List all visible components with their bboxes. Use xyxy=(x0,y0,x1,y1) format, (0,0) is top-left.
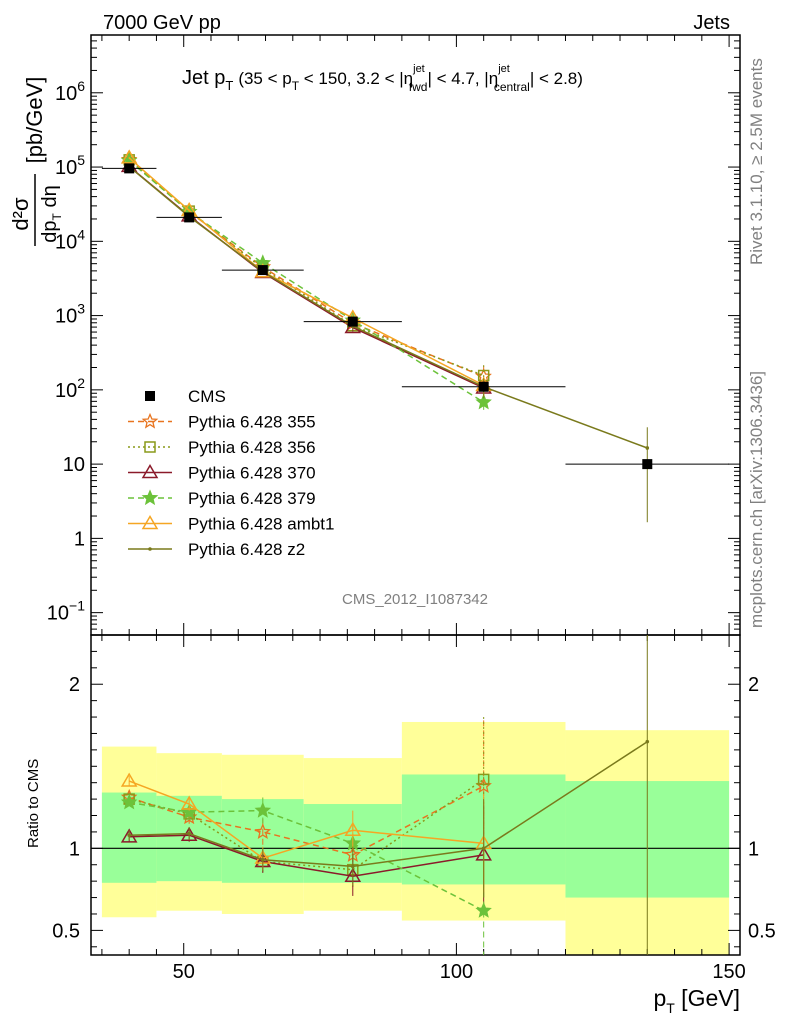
plot-title-main: Jet p xyxy=(182,67,225,89)
x-label-p: p xyxy=(653,985,666,1011)
plot-title-range-a-sub: T xyxy=(292,79,300,93)
marker-square-filled xyxy=(642,459,653,470)
header-jets: Jets xyxy=(693,12,730,34)
marker-star xyxy=(475,902,492,918)
y-axis-label-ratio: Ratio to CMS xyxy=(25,759,42,848)
legend-label: CMS xyxy=(188,387,226,406)
y-label-numerator: d²σ xyxy=(8,197,33,231)
marker-square xyxy=(144,441,156,453)
marker-star xyxy=(141,412,159,429)
x-tick-label: 50 xyxy=(173,961,195,983)
header-energy: 7000 GeV pp xyxy=(103,12,221,34)
marker-star xyxy=(120,793,138,810)
marker-square-filled xyxy=(124,163,135,174)
marker-dot xyxy=(645,446,650,450)
y-label-denominator: dpT dη xyxy=(39,185,64,242)
series-line-ratio xyxy=(128,785,485,856)
y-tick-label-main: 104 xyxy=(55,226,85,253)
legend-label: Pythia 6.428 355 xyxy=(188,413,316,432)
marker-dot xyxy=(481,846,486,851)
marker-star xyxy=(254,823,272,839)
legend-label: Pythia 6.428 356 xyxy=(188,438,316,457)
plot-title-range-a: (35 < p xyxy=(238,69,291,88)
marker-square-filled xyxy=(257,265,268,276)
marker-dot xyxy=(127,833,131,838)
y-tick-label-main: 103 xyxy=(55,301,85,328)
marker-dot xyxy=(645,739,650,744)
y-tick-label-main: 102 xyxy=(55,375,85,402)
marker-triangle xyxy=(141,464,159,479)
series-line-main xyxy=(128,157,485,386)
y-axis-label-main: d²σ dpT dη [pb/GeV] xyxy=(8,77,64,246)
legend-label: Pythia 6.428 z2 xyxy=(188,540,305,559)
y-tick-label-main: 106 xyxy=(55,78,85,105)
marker-triangle xyxy=(344,821,362,837)
plot-title-range-c-sub: central xyxy=(494,80,530,94)
ratio-plot-frame xyxy=(90,634,741,956)
series-line-main xyxy=(128,160,485,403)
marker-square-filled xyxy=(478,381,489,392)
marker-star xyxy=(141,489,159,506)
series-line-main xyxy=(128,159,484,377)
marker-star xyxy=(180,803,198,820)
series-line-main xyxy=(128,159,484,378)
marker-triangle xyxy=(120,149,138,164)
x-tick-label: 150 xyxy=(712,961,745,983)
ratio-series-group xyxy=(120,635,650,955)
mcplots-label: mcplots.cern.ch [arXiv:1306.3436] xyxy=(747,371,766,628)
y-tick-label-ratio: 2 xyxy=(69,674,80,696)
marker-square-filled xyxy=(347,316,358,327)
x-label-unit: [GeV] xyxy=(675,985,740,1011)
legend-label: Pythia 6.428 370 xyxy=(188,464,316,483)
axis-ticks: 50 100 150 10−1 1 10 102 103 104 105 106 0.5 0.5 1 1 2 2 xyxy=(47,34,776,983)
marker-square-filled xyxy=(184,212,195,223)
y-tick-label-main: 1 xyxy=(74,528,85,550)
marker-square-filled xyxy=(145,391,155,401)
marker-star xyxy=(254,801,272,818)
y-tick-label-main: 10−1 xyxy=(47,598,85,625)
legend: CMS Pythia 6.428 355 Pythia 6.428 356 Pythi… xyxy=(128,387,334,559)
plot-title-main-sub: T xyxy=(225,78,233,93)
legend-label: Pythia 6.428 379 xyxy=(188,489,316,508)
series-line-ratio xyxy=(129,741,648,868)
marker-triangle xyxy=(180,795,198,810)
marker-dot xyxy=(350,864,355,869)
y-tick-label-ratio: 0.5 xyxy=(52,920,80,942)
plot-title-range-c: | < 4.7, |η xyxy=(427,69,498,88)
x-axis-label: pT [GeV] xyxy=(653,985,740,1016)
plot-title-range-c-sup: jet xyxy=(497,63,510,75)
marker-triangle xyxy=(120,772,138,787)
y-tick-label-ratio-right: 1 xyxy=(748,838,759,860)
series-line-main xyxy=(128,166,648,449)
marker-square xyxy=(477,773,490,786)
y-tick-label-ratio-right: 0.5 xyxy=(748,920,776,942)
plot-title-range-b-sup: jet xyxy=(412,63,425,75)
x-tick-label: 100 xyxy=(440,961,473,983)
plot-title-range-b: < 150, 3.2 < |η xyxy=(299,69,413,88)
marker-dot xyxy=(187,831,191,836)
y-label-unit: [pb/GeV] xyxy=(22,77,47,164)
rivet-label: Rivet 3.1.10, ≥ 2.5M events xyxy=(747,58,766,265)
analysis-id: CMS_2012_I1087342 xyxy=(342,591,488,608)
marker-dot xyxy=(260,858,265,862)
marker-triangle xyxy=(141,515,159,530)
y-tick-label-main: 10 xyxy=(63,454,85,476)
plot-title-range-d: | < 2.8) xyxy=(530,69,583,88)
x-label-sub: T xyxy=(666,1000,675,1016)
y-tick-label-main: 105 xyxy=(55,152,85,179)
y-tick-label-ratio-right: 2 xyxy=(748,674,759,696)
cms-data-group xyxy=(101,163,730,470)
plot-title: Jet pT (35 < pT < 150, 3.2 < |ηjet fwd| < … xyxy=(182,63,583,94)
plot-title-range-b-sub: fwd xyxy=(409,80,428,94)
marker-dot xyxy=(148,547,152,551)
legend-label: Pythia 6.428 ambt1 xyxy=(188,515,334,534)
y-tick-label-ratio: 1 xyxy=(69,838,80,860)
marker-star xyxy=(475,393,492,410)
